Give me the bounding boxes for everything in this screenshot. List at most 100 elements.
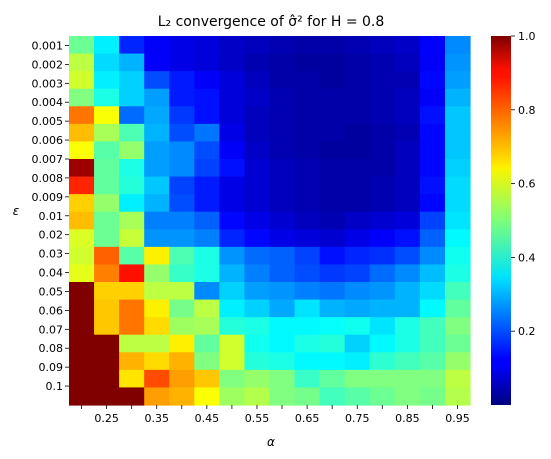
heatmap-cell xyxy=(144,53,170,72)
heatmap-cell xyxy=(344,123,371,143)
heatmap-cell xyxy=(194,194,220,213)
heatmap-cell xyxy=(244,369,271,389)
heatmap-cell xyxy=(344,387,371,406)
heatmap-cell xyxy=(94,229,120,248)
heatmap-cell xyxy=(419,194,446,213)
heatmap-cell xyxy=(69,141,95,160)
heatmap-cell xyxy=(419,369,446,389)
heatmap-cells xyxy=(69,36,471,406)
heatmap-cell xyxy=(69,88,95,107)
heatmap-cell xyxy=(69,282,95,301)
heatmap-cell xyxy=(269,176,296,195)
heatmap-cell xyxy=(169,88,195,107)
heatmap-cell xyxy=(444,369,471,389)
x-axis-ticks: 0.25 0.35 0.45 0.55 0.65 0.75 0.85 0.95 xyxy=(81,405,470,425)
heatmap-cell xyxy=(219,299,246,318)
heatmap-cell xyxy=(419,211,446,230)
heatmap-cell xyxy=(419,71,446,90)
heatmap-cell xyxy=(94,176,120,195)
heatmap-cell xyxy=(319,88,346,107)
heatmap-cell xyxy=(369,53,396,72)
y-tick-label: 0.002 xyxy=(32,58,64,71)
heatmap-cell xyxy=(94,264,120,283)
heatmap-cell xyxy=(394,246,421,266)
heatmap-cell xyxy=(419,282,446,301)
x-tick-label: 0.35 xyxy=(144,412,169,425)
heatmap-cell xyxy=(319,36,346,55)
colorbar-tick-label: 0.6 xyxy=(518,178,536,191)
y-tick-label: 0.007 xyxy=(32,153,64,166)
x-axis-label: α xyxy=(267,435,275,449)
heatmap-cell xyxy=(219,229,246,248)
heatmap-cell xyxy=(319,299,346,318)
heatmap-cell xyxy=(69,194,95,213)
heatmap-cell xyxy=(394,141,421,160)
heatmap-cell xyxy=(219,123,246,143)
heatmap-cell xyxy=(269,246,296,266)
y-tick-label: 0.1 xyxy=(46,380,64,393)
heatmap-cell xyxy=(119,36,145,55)
heatmap-cell xyxy=(244,334,271,353)
heatmap-cell xyxy=(369,229,396,248)
heatmap-cell xyxy=(294,369,321,389)
heatmap-cell xyxy=(394,53,421,72)
heatmap-cell xyxy=(69,36,95,55)
heatmap-cell xyxy=(419,106,446,125)
heatmap-cell xyxy=(219,88,246,107)
heatmap-cell xyxy=(394,71,421,90)
heatmap-cell xyxy=(119,53,145,72)
heatmap-cell xyxy=(294,317,321,336)
heatmap-cell xyxy=(119,88,145,107)
heatmap-cell xyxy=(369,194,396,213)
heatmap-cell xyxy=(169,159,195,178)
heatmap-cell xyxy=(69,123,95,143)
heatmap-cell xyxy=(269,159,296,178)
heatmap-cell xyxy=(344,264,371,283)
heatmap-cell xyxy=(419,53,446,72)
heatmap-cell xyxy=(269,88,296,107)
colorbar-tick-label: 1.0 xyxy=(518,30,536,43)
heatmap-cell xyxy=(394,176,421,195)
heatmap-cell xyxy=(194,282,220,301)
heatmap-cell xyxy=(369,71,396,90)
heatmap-cell xyxy=(369,106,396,125)
heatmap-cell xyxy=(169,194,195,213)
heatmap-cell xyxy=(169,106,195,125)
heatmap-cell xyxy=(244,141,271,160)
heatmap-cell xyxy=(244,71,271,90)
heatmap-cell xyxy=(319,317,346,336)
heatmap-cell xyxy=(269,123,296,143)
x-tick-label: 0.85 xyxy=(395,412,420,425)
x-tick-label: 0.65 xyxy=(295,412,320,425)
heatmap-cell xyxy=(294,246,321,266)
heatmap-cell xyxy=(344,211,371,230)
heatmap-cell xyxy=(219,211,246,230)
heatmap-cell xyxy=(94,106,120,125)
heatmap-cell xyxy=(319,211,346,230)
heatmap-cell xyxy=(219,106,246,125)
heatmap-cell xyxy=(294,229,321,248)
y-tick-label: 0.03 xyxy=(39,248,64,261)
heatmap-cell xyxy=(294,71,321,90)
heatmap-cell xyxy=(344,88,371,107)
heatmap-cell xyxy=(419,387,446,406)
heatmap-cell xyxy=(269,369,296,389)
heatmap-cell xyxy=(244,352,271,371)
heatmap-cell xyxy=(194,352,220,371)
heatmap-cell xyxy=(269,194,296,213)
x-tick-label: 0.25 xyxy=(94,412,119,425)
heatmap-cell xyxy=(369,123,396,143)
heatmap-cell xyxy=(144,229,170,248)
heatmap-cell xyxy=(69,352,95,371)
heatmap-cell xyxy=(444,282,471,301)
heatmap-cell xyxy=(344,159,371,178)
heatmap-cell xyxy=(194,53,220,72)
heatmap-cell xyxy=(244,159,271,178)
heatmap-cell xyxy=(319,71,346,90)
heatmap-cell xyxy=(94,299,120,318)
heatmap-cell xyxy=(194,36,220,55)
heatmap-cell xyxy=(394,282,421,301)
heatmap-cell xyxy=(319,176,346,195)
heatmap-cell xyxy=(194,159,220,178)
heatmap-cell xyxy=(219,176,246,195)
